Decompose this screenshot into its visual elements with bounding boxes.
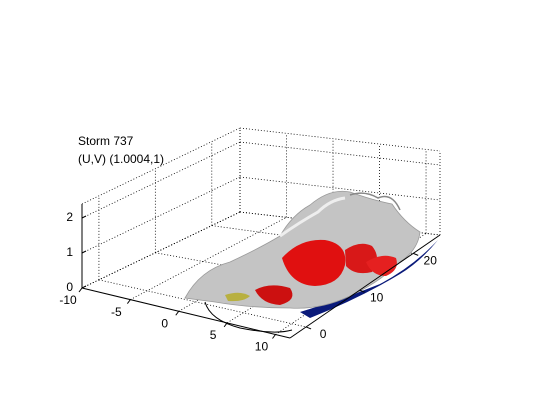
z-tick-label: 0 [66,280,73,294]
colored-floor-edge [300,240,438,318]
surface-highlight [279,196,346,238]
grid-line [239,211,441,236]
grid-line [239,176,441,201]
y-tick-label: 0 [320,327,327,341]
y-tick-label: 10 [370,290,384,304]
grid-line [81,141,241,219]
yellow-surface [225,292,250,302]
y-tick [413,252,419,256]
x-tick-label: 10 [255,340,269,354]
z-tick [81,215,87,219]
grid-line [98,279,307,328]
y-tick [305,326,312,330]
chart-subtitle: (U,V) (1.0004,1) [78,152,164,166]
x-tick [78,287,83,293]
z-tick [81,250,87,254]
x-tick-label: -10 [59,293,77,307]
y-axis [289,234,441,339]
x-tick [272,334,276,339]
grid-line [81,176,241,254]
red-surface [255,285,293,305]
red-surface [366,255,397,276]
box-edge [81,127,241,205]
z-tick-label: 1 [66,245,73,259]
x-tick [126,299,131,304]
box-edge [239,127,441,152]
grid-line [81,211,241,289]
x-axis [81,287,291,339]
x-tick [223,322,228,328]
grid-line [130,216,287,300]
chart-title: Storm 737 [78,134,134,148]
z-tick [81,285,87,289]
grid-line [211,225,414,254]
isosurface [184,190,438,333]
z-tick-label: 2 [66,210,73,224]
x-tick-label: -5 [111,305,122,319]
grid-line [239,141,441,166]
axis-layer: -10 -5 0 5 10 0 10 20 0 1 2 [59,204,441,354]
contour-arc [204,301,293,333]
red-surface [282,239,346,286]
x-tick-label: 0 [161,316,168,330]
x-tick [175,310,180,316]
y-tick [359,289,365,293]
grid-layer [81,127,441,335]
y-tick-label: 20 [424,254,438,268]
x-tick-label: 5 [210,328,217,342]
surface-edge [349,192,401,211]
